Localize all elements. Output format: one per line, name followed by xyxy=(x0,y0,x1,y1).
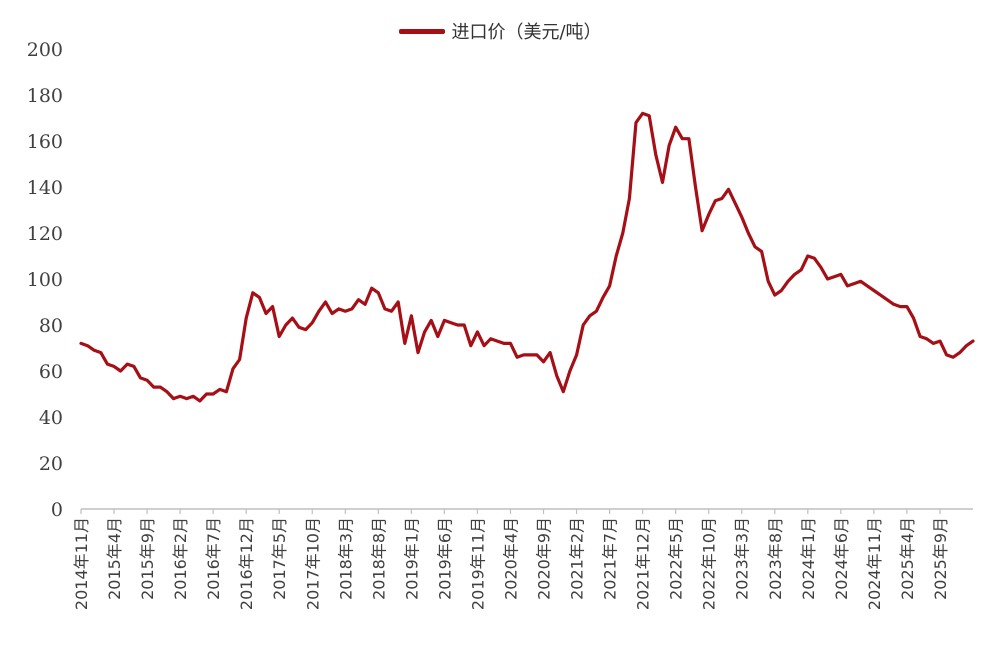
y-tick-label: 160 xyxy=(27,131,63,153)
y-tick-label: 60 xyxy=(39,361,63,383)
y-tick-label: 140 xyxy=(27,177,63,199)
x-tick-label: 2015年4月 xyxy=(105,517,124,600)
y-tick-label: 0 xyxy=(51,499,63,521)
x-tick-label: 2018年8月 xyxy=(369,517,388,600)
x-tick-label: 2020年9月 xyxy=(535,517,554,600)
x-tick-label: 2023年8月 xyxy=(766,517,785,600)
x-tick-label: 2016年2月 xyxy=(171,517,190,600)
x-tick-label: 2021年2月 xyxy=(568,517,587,600)
y-tick-label: 20 xyxy=(39,453,63,475)
x-tick-label: 2016年12月 xyxy=(237,517,256,610)
x-tick-label: 2025年9月 xyxy=(931,517,950,600)
legend-swatch xyxy=(399,28,446,34)
x-tick-label: 2021年7月 xyxy=(601,517,620,600)
x-tick-label: 2019年11月 xyxy=(468,517,487,610)
x-tick-label: 2021年12月 xyxy=(634,517,653,610)
x-tick-label: 2024年11月 xyxy=(865,517,884,610)
x-tick-label: 2017年10月 xyxy=(303,517,322,610)
y-tick-label: 120 xyxy=(27,223,63,245)
x-tick-label: 2019年1月 xyxy=(402,517,421,600)
y-tick-label: 100 xyxy=(27,269,63,291)
legend: 进口价（美元/吨） xyxy=(0,18,1001,44)
x-tick-label: 2022年10月 xyxy=(700,517,719,610)
x-tick-label: 2017年5月 xyxy=(270,517,289,600)
x-tick-label: 2019年6月 xyxy=(435,517,454,600)
series-line xyxy=(79,111,975,403)
x-tick-label: 2016年7月 xyxy=(204,517,223,600)
x-tick-label: 2014年11月 xyxy=(72,517,91,610)
y-tick-label: 80 xyxy=(39,315,63,337)
y-tick-label: 40 xyxy=(39,407,63,429)
x-tick-label: 2024年6月 xyxy=(832,517,851,600)
x-tick-label: 2024年1月 xyxy=(799,517,818,600)
y-tick-label: 200 xyxy=(27,39,63,61)
x-tick-label: 2022年5月 xyxy=(667,517,686,600)
x-tick-label: 2023年3月 xyxy=(733,517,752,600)
legend-label: 进口价（美元/吨） xyxy=(451,22,602,43)
x-tick-label: 2015年9月 xyxy=(138,517,157,600)
x-tick-label: 2018年3月 xyxy=(336,517,355,600)
x-tick-label: 2020年4月 xyxy=(501,517,520,600)
x-tick-label: 2025年4月 xyxy=(898,517,917,600)
y-tick-label: 180 xyxy=(27,85,63,107)
